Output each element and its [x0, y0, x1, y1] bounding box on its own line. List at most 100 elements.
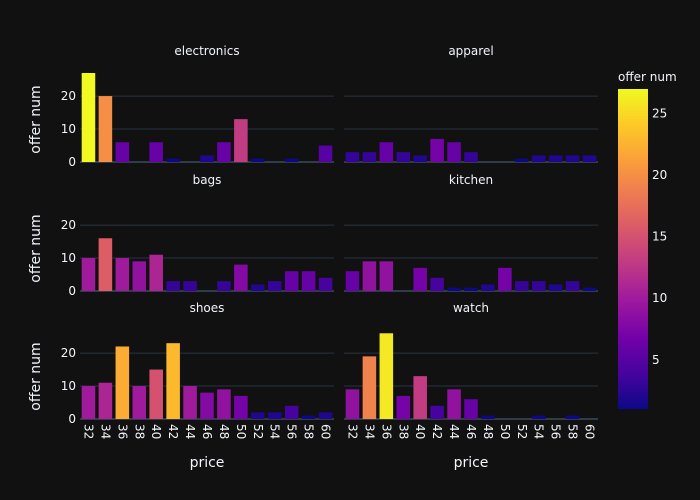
bar-shoes-34: [98, 382, 113, 419]
panel-title-apparel: apparel: [448, 44, 493, 58]
bar-kitchen-42: [430, 277, 444, 291]
x-tick-label: 36: [379, 424, 393, 439]
bar-bags-34: [98, 238, 113, 291]
bar-apparel-52: [515, 158, 529, 162]
bar-watch-54: [531, 415, 546, 419]
x-tick-label: 52: [515, 424, 529, 439]
bar-apparel-44: [447, 142, 461, 162]
colorbar-gradient: [618, 89, 648, 409]
x-tick-label: 34: [98, 424, 112, 439]
y-axis-title: offer num: [28, 342, 44, 410]
bar-kitchen-32: [345, 271, 360, 291]
y-axis-title: offer num: [28, 214, 44, 282]
bar-watch-44: [447, 389, 461, 419]
bar-bags-54: [267, 281, 282, 291]
bar-kitchen-34: [362, 261, 377, 291]
bar-apparel-58: [565, 155, 580, 162]
x-tick-label: 44: [183, 424, 197, 439]
bar-bags-36: [115, 258, 130, 291]
bar-apparel-36: [379, 142, 394, 162]
bar-watch-48: [481, 415, 495, 419]
y-tick-label: 20: [61, 346, 76, 360]
bar-watch-32: [345, 389, 360, 419]
bar-bags-42: [166, 281, 180, 291]
bar-kitchen-56: [548, 284, 563, 291]
x-tick-label: 32: [81, 424, 95, 439]
bar-shoes-32: [81, 386, 96, 419]
bar-bags-52: [251, 284, 265, 291]
bar-shoes-44: [183, 386, 197, 419]
bar-apparel-60: [582, 155, 597, 162]
bar-bags-50: [234, 264, 248, 291]
bar-apparel-42: [430, 138, 444, 162]
y-axis-title: offer num: [28, 85, 44, 153]
bar-electronics-50: [234, 119, 248, 162]
x-tick-label: 38: [396, 424, 410, 439]
panel-title-watch: watch: [453, 301, 489, 315]
bar-apparel-54: [531, 155, 546, 162]
x-tick-label: 48: [481, 424, 495, 439]
bar-shoes-42: [166, 343, 180, 419]
bar-apparel-38: [396, 152, 411, 162]
bar-shoes-60: [318, 412, 333, 419]
x-tick-label: 42: [166, 424, 180, 439]
bar-shoes-38: [132, 386, 147, 419]
x-tick-label: 42: [430, 424, 444, 439]
panel-title-bags: bags: [193, 173, 222, 187]
y-tick-label: 20: [61, 89, 76, 103]
bar-watch-46: [464, 399, 478, 419]
y-tick-label: 10: [61, 251, 76, 265]
bar-apparel-32: [345, 152, 360, 162]
bars: [81, 73, 597, 419]
x-tick-label: 44: [447, 424, 461, 439]
colorbar-tick-label: 10: [652, 291, 667, 305]
bar-kitchen-44: [447, 287, 461, 291]
x-tick-label: 56: [549, 424, 563, 439]
x-tick-label: 50: [498, 424, 512, 439]
bar-shoes-40: [149, 369, 163, 419]
bar-kitchen-48: [481, 284, 495, 291]
y-tick-label: 0: [68, 284, 76, 298]
bar-apparel-34: [362, 152, 377, 162]
colorbar-title: offer num: [618, 70, 677, 84]
bar-shoes-54: [267, 412, 282, 419]
bar-kitchen-50: [498, 267, 512, 291]
colorbar: offer num 5 10 15 20 25: [618, 70, 677, 409]
x-tick-label: 60: [583, 424, 597, 439]
x-tick-label: 36: [115, 424, 129, 439]
colorbar-tick-label: 25: [652, 107, 667, 121]
bar-bags-40: [149, 254, 163, 291]
x-tick-label: 58: [302, 424, 316, 439]
bar-bags-58: [301, 271, 316, 291]
panel-title-kitchen: kitchen: [449, 173, 493, 187]
bar-kitchen-60: [582, 287, 597, 291]
bar-electronics-34: [98, 96, 113, 162]
bar-watch-40: [413, 376, 427, 419]
bar-watch-42: [430, 405, 444, 419]
x-tick-label: 40: [149, 424, 163, 439]
bar-electronics-40: [149, 142, 163, 162]
bar-bags-32: [81, 258, 96, 291]
x-tick-label: 46: [200, 424, 214, 439]
bar-kitchen-58: [565, 281, 580, 291]
x-axis-title: price: [190, 455, 225, 471]
x-tick-label: 60: [319, 424, 333, 439]
bar-electronics-46: [200, 155, 214, 162]
x-tick-label: 32: [345, 424, 359, 439]
bar-apparel-46: [464, 152, 478, 162]
x-tick-label: 38: [132, 424, 146, 439]
bar-kitchen-40: [413, 267, 427, 291]
bar-shoes-52: [251, 412, 265, 419]
x-axis-title: price: [454, 455, 489, 471]
x-tick-label: 52: [251, 424, 265, 439]
bar-electronics-32: [81, 73, 96, 162]
y-tick-label: 0: [68, 155, 76, 169]
bar-electronics-60: [318, 145, 333, 162]
y-tick-label: 10: [61, 379, 76, 393]
y-tick-label: 20: [61, 218, 76, 232]
y-tick-label: 10: [61, 122, 76, 136]
bar-shoes-58: [301, 415, 316, 419]
bar-kitchen-36: [379, 261, 394, 291]
x-tick-label: 58: [566, 424, 580, 439]
bar-kitchen-54: [531, 281, 546, 291]
